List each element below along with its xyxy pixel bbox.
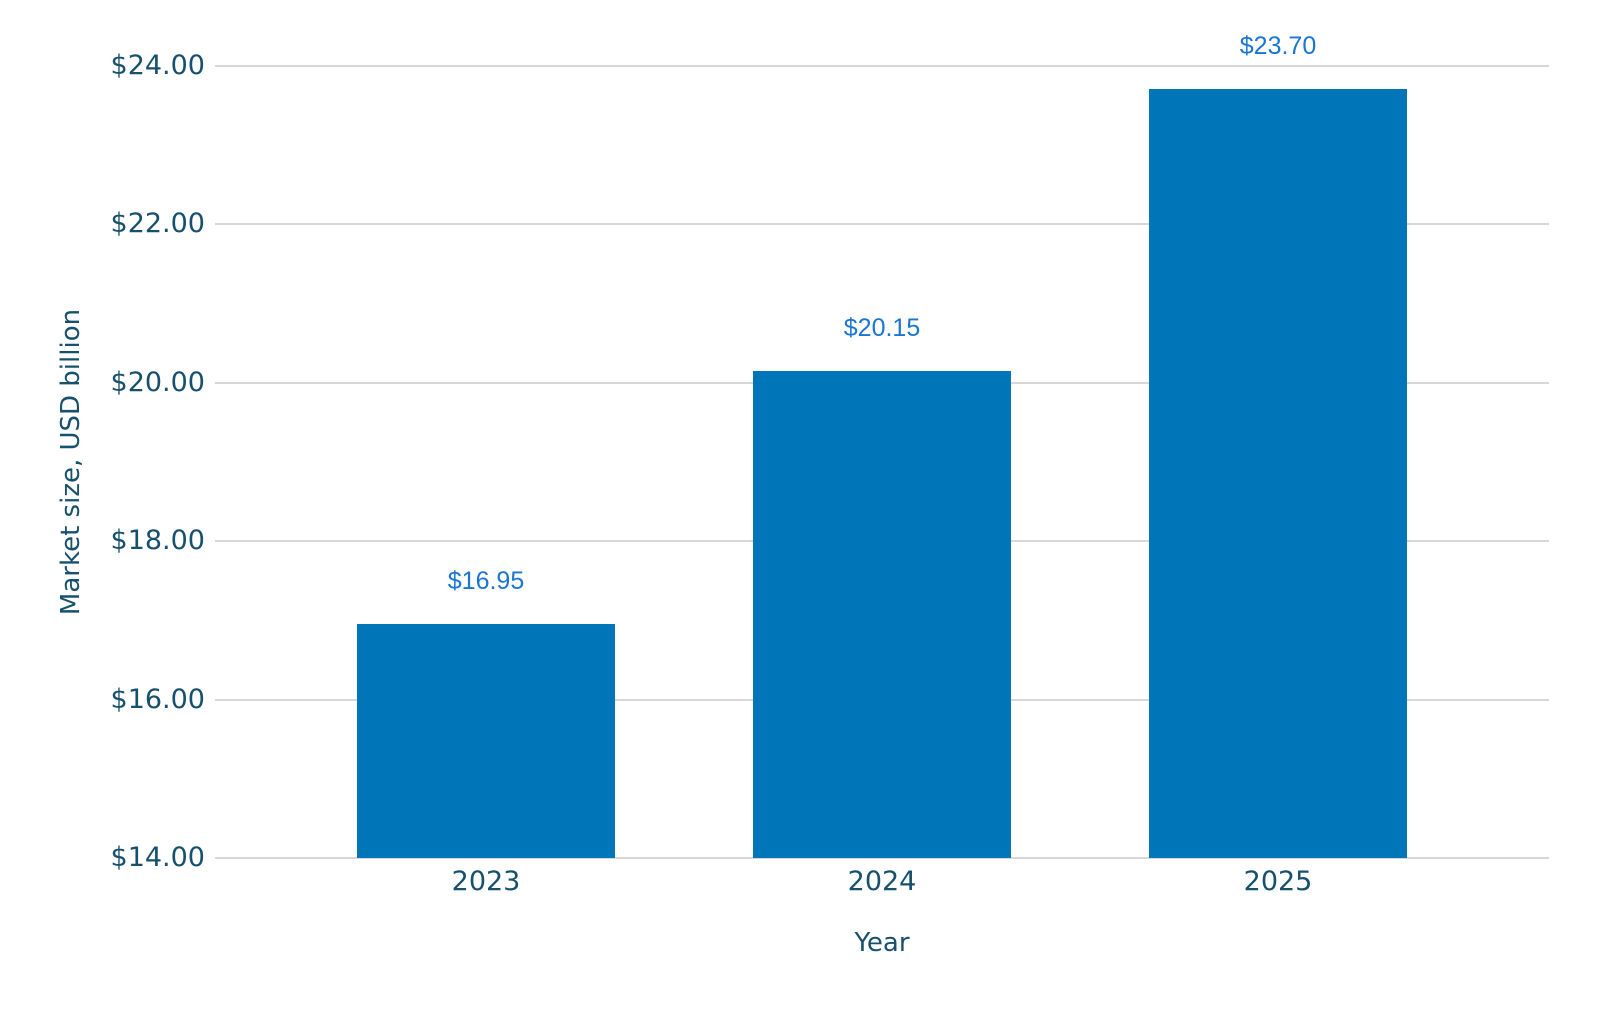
plot-area — [215, 0, 1549, 859]
bar-value-label: $16.95 — [447, 567, 525, 596]
y-tick-label: $20.00 — [110, 366, 205, 398]
y-axis-title: Market size, USD billion — [56, 308, 86, 616]
gridline — [215, 857, 1549, 859]
x-tick-label: 2023 — [451, 866, 521, 897]
x-axis-title: Year — [854, 928, 910, 958]
gridline — [215, 64, 1549, 67]
y-tick-label: $18.00 — [110, 525, 205, 556]
bar-2023 — [357, 624, 615, 858]
y-tick-label: $22.00 — [110, 208, 205, 239]
y-tick-label: $16.00 — [110, 683, 205, 715]
gridline — [215, 223, 1549, 225]
bar-2025 — [1149, 89, 1407, 858]
y-tick-label: $14.00 — [110, 842, 205, 873]
x-tick-label: 2025 — [1243, 866, 1313, 897]
bar-2024 — [753, 370, 1011, 858]
bar-value-label: $20.15 — [843, 313, 921, 342]
bar-value-label: $23.70 — [1239, 32, 1317, 61]
y-tick-label: $24.00 — [110, 49, 205, 81]
x-tick-label: 2024 — [847, 866, 917, 897]
